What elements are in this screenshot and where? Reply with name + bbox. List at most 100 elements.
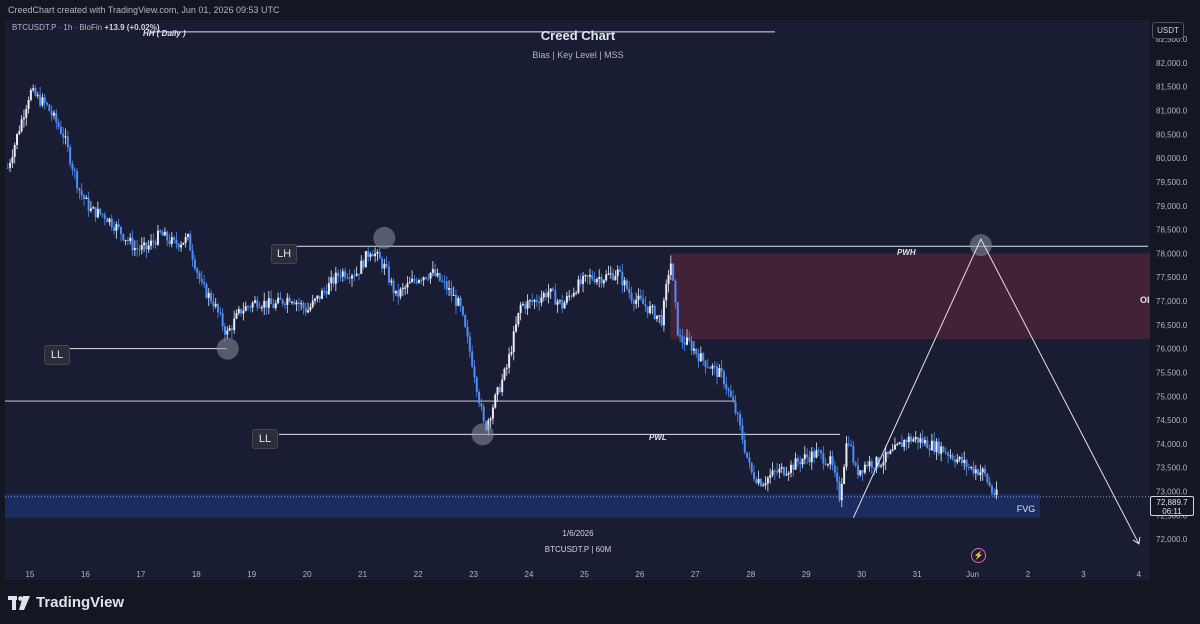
candle-body	[893, 444, 896, 450]
candle-body	[718, 368, 721, 377]
candle-body	[561, 300, 564, 309]
pwl-label: PWL	[649, 433, 667, 442]
candle-body	[415, 280, 418, 283]
currency-badge[interactable]: USDT	[1152, 22, 1184, 39]
candle-body	[133, 248, 136, 251]
caption-symbol: BTCUSDT.P | 60M	[544, 545, 612, 554]
candle-body	[639, 295, 642, 299]
candle-body	[210, 292, 213, 302]
pwh-swing-marker	[969, 234, 992, 257]
candle-body	[404, 287, 407, 289]
candle-body	[602, 280, 605, 284]
candle-body	[910, 436, 913, 442]
candle-body	[773, 470, 776, 472]
candle-body	[505, 367, 508, 369]
candle-body	[632, 300, 635, 304]
candle-body	[115, 224, 118, 231]
alert-lightning-icon[interactable]: ⚡	[971, 548, 986, 563]
candle-body	[866, 464, 869, 467]
candle-body	[297, 302, 300, 304]
candle-body	[891, 449, 894, 451]
candle-body	[16, 133, 19, 145]
candle-body	[674, 280, 677, 303]
x-tick-label: 29	[802, 570, 811, 579]
candle-body	[177, 244, 180, 248]
candle-body	[970, 466, 973, 468]
candle-body	[247, 306, 250, 308]
candle-body	[692, 348, 695, 351]
candle-body	[34, 88, 37, 96]
candle-body	[806, 454, 809, 458]
candle-body	[713, 365, 716, 367]
candle-body	[644, 304, 647, 307]
candle-body	[940, 446, 943, 454]
candle-body	[471, 351, 474, 367]
candle-body	[330, 277, 333, 284]
candle-body	[249, 306, 252, 308]
candle-body	[796, 458, 799, 463]
candle-body	[570, 295, 573, 297]
candle-body	[466, 326, 469, 337]
candle-body	[46, 102, 49, 105]
tradingview-logo[interactable]: TradingView	[8, 594, 124, 611]
candle-body	[203, 281, 206, 285]
candle-body	[314, 298, 317, 301]
candle-body	[223, 326, 226, 335]
price-axis[interactable]	[1150, 20, 1200, 580]
candle-body	[704, 360, 707, 368]
candle-body	[637, 295, 640, 300]
candle-body	[214, 304, 217, 307]
candle-body	[429, 272, 432, 279]
candle-body	[822, 452, 825, 464]
candle-body	[722, 371, 725, 385]
candle-body	[87, 197, 90, 211]
candle-body	[253, 300, 256, 303]
candle-body	[662, 300, 665, 326]
candle-body	[25, 108, 28, 118]
candle-body	[394, 290, 397, 294]
candle-body	[542, 293, 545, 298]
candle-body	[651, 306, 654, 308]
x-tick-label: 21	[358, 570, 367, 579]
candle-body	[66, 136, 69, 148]
symbol-legend[interactable]: BTCUSDT.P · 1h · BloFin +13.9 (+0.02%)	[12, 23, 160, 32]
candle-body	[170, 237, 173, 245]
candle-body	[219, 312, 222, 314]
candle-body	[76, 171, 79, 189]
x-tick-label: 20	[303, 570, 312, 579]
candle-body	[18, 131, 21, 134]
y-tick-label: 73,000.0	[1156, 488, 1188, 497]
symbol-name: BTCUSDT.P · 1h · BloFin	[12, 23, 103, 32]
x-tick-label: 15	[25, 570, 34, 579]
candle-body	[186, 234, 189, 237]
candle-body	[489, 418, 492, 421]
candle-body	[840, 483, 843, 501]
candle-body	[508, 354, 511, 368]
candle-body	[320, 290, 323, 299]
candle-body	[565, 296, 568, 303]
candle-body	[630, 293, 633, 301]
candle-body	[545, 293, 548, 298]
candle-body	[41, 97, 44, 106]
candle-body	[764, 483, 767, 485]
y-tick-label: 78,000.0	[1156, 249, 1188, 258]
candle-body	[905, 440, 908, 443]
candle-body	[588, 274, 591, 277]
candle-body	[771, 470, 774, 476]
candle-body	[464, 315, 467, 327]
candle-body	[965, 459, 968, 468]
y-tick-label: 74,500.0	[1156, 416, 1188, 425]
candle-body	[706, 367, 709, 369]
x-tick-label: 27	[691, 570, 700, 579]
y-tick-label: 76,000.0	[1156, 345, 1188, 354]
candle-body	[762, 484, 765, 487]
x-tick-label: 25	[580, 570, 589, 579]
candle-body	[362, 260, 365, 268]
candle-body	[951, 455, 954, 460]
candle-body	[316, 295, 319, 299]
candle-body	[445, 281, 448, 290]
candle-body	[612, 273, 615, 280]
y-tick-label: 76,500.0	[1156, 321, 1188, 330]
bar-countdown: 06:11	[1162, 507, 1182, 516]
